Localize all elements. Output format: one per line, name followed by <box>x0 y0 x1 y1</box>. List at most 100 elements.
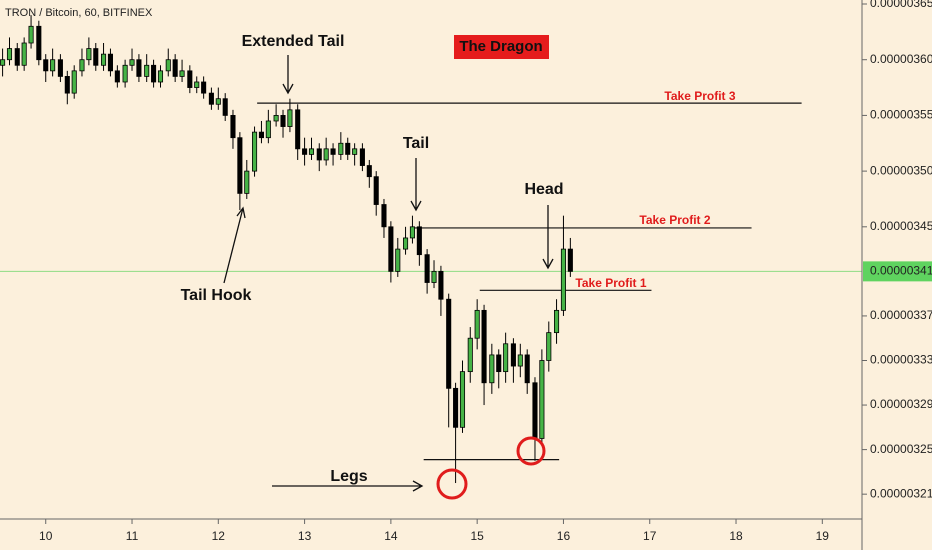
x-tick-label: 14 <box>384 529 398 543</box>
candle-body <box>230 115 236 139</box>
annotation: Tail Hook <box>181 287 252 304</box>
x-tick-label: 18 <box>729 529 743 543</box>
y-tick-label: 0.00000325 <box>870 442 932 456</box>
candle-body <box>474 309 480 339</box>
candle-body <box>194 81 200 88</box>
annotation: Tail <box>403 135 429 152</box>
x-tick-label: 16 <box>557 529 571 543</box>
candle-body <box>114 70 120 83</box>
last-price-box <box>863 261 932 282</box>
candle-body <box>258 131 264 139</box>
candle-body <box>244 170 250 194</box>
candle-body <box>86 48 92 61</box>
candle-body <box>252 131 258 172</box>
y-tick-label: 0.00000337 <box>870 308 932 322</box>
candle-body <box>64 76 70 94</box>
y-tick-label: 0.00000333 <box>870 353 932 367</box>
annotation: Head <box>524 181 563 198</box>
candle-body <box>208 92 214 105</box>
candle-body <box>352 148 358 155</box>
arrow <box>272 480 424 492</box>
arrow <box>282 55 294 95</box>
candle-body <box>489 354 495 384</box>
candle-body <box>345 142 351 155</box>
candle-body <box>43 59 49 72</box>
badge <box>454 35 549 59</box>
candle-body <box>539 360 545 439</box>
highlight-circle <box>516 436 546 466</box>
candle-body <box>431 270 437 283</box>
candle-body <box>453 387 459 428</box>
level-label: Take Profit 3 <box>664 89 735 103</box>
candle-body <box>287 109 293 127</box>
candle-body <box>373 176 379 205</box>
candle-body <box>424 254 430 283</box>
candle-body <box>302 148 308 155</box>
candle-body <box>510 343 516 367</box>
x-tick-label: 13 <box>298 529 312 543</box>
candle-body <box>446 298 452 389</box>
candle-body <box>6 48 13 61</box>
y-tick-label: 0.00000355 <box>870 108 932 122</box>
x-tick-label: 12 <box>212 529 226 543</box>
candle-body <box>122 64 128 83</box>
candle-body <box>107 53 113 72</box>
candle-body <box>237 137 243 194</box>
candle-body <box>403 237 409 250</box>
candle-body <box>172 59 178 77</box>
candle-body <box>517 354 523 367</box>
annotation: The Dragon <box>459 38 542 55</box>
candle-body <box>295 109 301 150</box>
x-tick-label: 17 <box>643 529 657 543</box>
candle-body <box>165 59 171 72</box>
y-tick-label: 0.00000329 <box>870 397 932 411</box>
chart-title: TRON / Bitcoin, 60, BITFINEX <box>5 7 153 19</box>
candle-body <box>71 70 77 94</box>
candle-body <box>129 59 135 66</box>
candle-body <box>316 148 322 161</box>
candle-body <box>496 354 502 373</box>
annotation: Extended Tail <box>242 33 345 50</box>
x-tick-label: 19 <box>816 529 830 543</box>
candle-body <box>14 48 20 66</box>
candle-body <box>459 371 466 428</box>
candle-body <box>308 148 315 155</box>
candle-body <box>215 98 221 105</box>
candle-body <box>381 204 387 228</box>
candle-body <box>395 248 401 272</box>
annotation: Legs <box>330 468 367 485</box>
level-label: Take Profit 1 <box>575 276 646 290</box>
candle-body <box>79 59 85 72</box>
candle-body <box>50 59 56 72</box>
candle-body <box>201 81 207 94</box>
candle-body <box>57 59 63 77</box>
y-tick-label: 0.00000345 <box>870 219 932 233</box>
arrow <box>223 206 246 284</box>
candle-body <box>144 64 150 77</box>
candle-body <box>359 148 365 166</box>
arrow <box>410 158 422 212</box>
candle-body <box>438 270 444 300</box>
candle-body <box>280 115 286 127</box>
candle-body <box>388 226 394 272</box>
candle-body <box>21 42 27 66</box>
candle-body <box>467 337 473 373</box>
candle-body <box>93 48 99 66</box>
candle-body <box>546 332 552 361</box>
candle-body <box>567 248 573 272</box>
candle-body <box>560 248 566 311</box>
candle-body <box>157 70 164 83</box>
candle-body <box>0 59 6 66</box>
candle-body <box>409 226 415 239</box>
x-tick-label: 15 <box>470 529 484 543</box>
candle-body <box>265 120 271 139</box>
candle-body <box>151 64 157 83</box>
candle-body <box>101 53 107 66</box>
last-price-label: 0.00000341 <box>870 264 932 278</box>
x-tick-label: 11 <box>126 529 139 543</box>
candle-body <box>481 309 487 384</box>
candle-body <box>532 382 538 439</box>
highlight-circle <box>436 468 468 500</box>
